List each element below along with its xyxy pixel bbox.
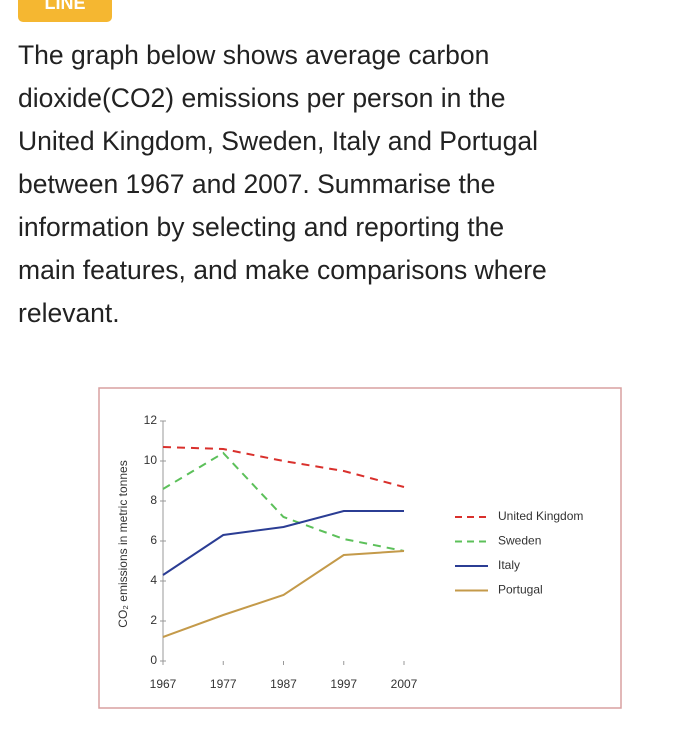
x-tick-label: 2007 [391,677,418,691]
y-tick-label: 6 [150,533,157,547]
chart-frame [98,387,622,709]
series-line [162,510,404,576]
prompt-line: main features, and make comparisons wher… [18,255,547,285]
x-tick-label: 1997 [330,677,357,691]
series-line [162,446,405,488]
legend-label: United Kingdom [498,509,583,523]
x-tick-label: 1987 [270,677,297,691]
y-tick-label: 0 [150,653,157,667]
y-tick-label: 2 [150,613,157,627]
prompt-line: dioxide(CO2) emissions per person in the [18,83,506,113]
prompt-line: United Kingdom, Sweden, Italy and Portug… [18,126,539,156]
prompt: The graph below shows average carbon diox… [18,34,688,335]
legend-label: Italy [498,558,520,572]
prompt-line: between 1967 and 2007. Summarise the [18,169,496,199]
badge: LINE [18,0,112,22]
x-tick-label: 1977 [210,677,237,691]
y-tick-label: 8 [150,493,157,507]
x-tick-label: 1967 [150,677,177,691]
y-tick-label: 12 [144,413,158,427]
y-axis-label: CO₂ emissions in metric tonnes [116,460,130,627]
y-tick-label: 4 [150,573,157,587]
chart: CO₂ emissions in metric tonnes 0 2 4 6 8 10 12… [98,387,622,709]
legend-label: Sweden [498,534,541,548]
prompt-line: The graph below shows average carbon [18,40,490,70]
series-line [162,550,405,638]
prompt-line: relevant. [18,298,120,328]
series-line [162,451,405,552]
legend-label: Portugal [498,583,543,597]
y-tick-label: 10 [144,453,158,467]
prompt-line: information by selecting and reporting t… [18,212,505,242]
